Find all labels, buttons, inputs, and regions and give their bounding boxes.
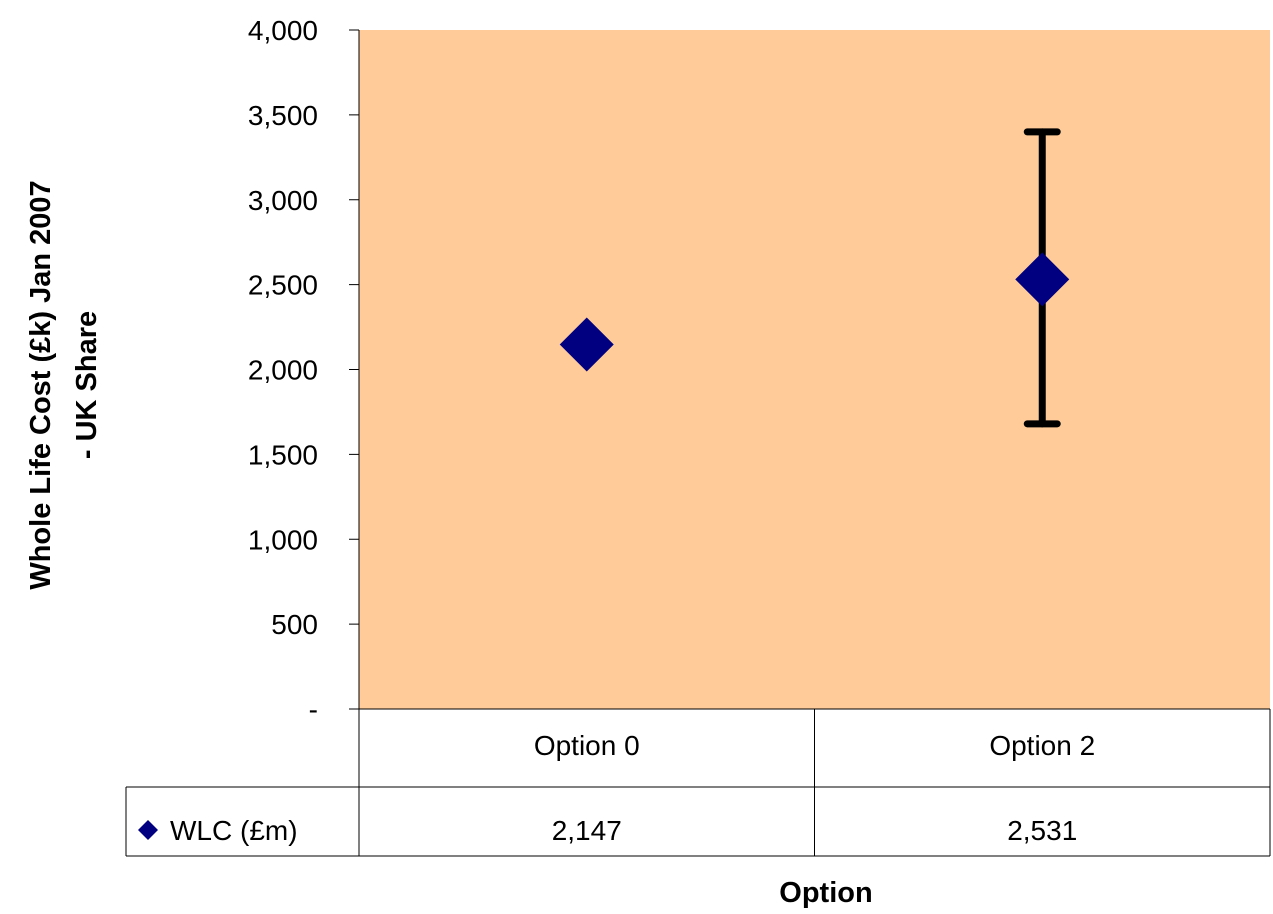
legend-marker xyxy=(138,820,158,840)
category-label: Option 2 xyxy=(989,730,1095,761)
y-tick-label: 500 xyxy=(271,609,318,640)
y-axis-title-line-1: Whole Life Cost (£k) Jan 2007 xyxy=(25,180,57,589)
x-axis-title: Option xyxy=(779,877,872,909)
y-axis-title: Whole Life Cost (£k) Jan 2007 - UK Share xyxy=(25,180,103,589)
y-axis: - 500 1,000 1,500 2,000 2,500 3,000 3,500 4,000 xyxy=(248,15,360,725)
data-point xyxy=(559,317,614,372)
category-label: Option 0 xyxy=(534,730,640,761)
y-tick-label: 2,500 xyxy=(248,270,318,301)
data-table-value: 2,147 xyxy=(552,815,622,846)
y-tick-label: 1,500 xyxy=(248,439,318,470)
data-point xyxy=(1015,252,1070,307)
y-tick-label: - xyxy=(309,694,318,725)
y-axis-title-line-2: - UK Share xyxy=(71,311,103,459)
legend-label: WLC (£m) xyxy=(170,815,298,846)
plot-area xyxy=(359,30,1270,709)
y-tick-label: 3,000 xyxy=(248,185,318,216)
y-tick-label: 1,000 xyxy=(248,524,318,555)
y-tick-label: 4,000 xyxy=(248,15,318,46)
data-table-value: 2,531 xyxy=(1007,815,1077,846)
y-tick-label: 3,500 xyxy=(248,100,318,131)
y-tick-label: 2,000 xyxy=(248,355,318,386)
data-table: Option 0 Option 2 WLC (£m) 2,147 2,531 xyxy=(125,708,1271,857)
data-points xyxy=(559,252,1070,372)
